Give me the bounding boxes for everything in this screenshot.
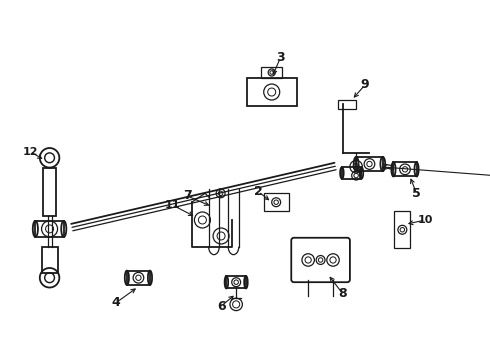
Text: 8: 8 [339,287,347,300]
Text: 3: 3 [276,51,285,64]
Bar [264,193,289,211]
Text: 4: 4 [112,296,121,309]
Bar [261,67,282,78]
Bar [339,100,356,109]
Text: 10: 10 [418,215,433,225]
Text: 6: 6 [217,300,225,313]
Bar [247,78,296,106]
Bar [127,271,150,285]
Bar [393,162,416,176]
Text: 7: 7 [183,189,192,202]
Text: 12: 12 [22,147,38,157]
Bar [394,211,410,248]
Bar [43,167,56,216]
Bar [35,221,64,237]
Bar [342,167,362,179]
Text: 9: 9 [361,78,369,91]
Bar [42,247,57,273]
Bar [226,276,246,288]
Text: 2: 2 [254,185,263,198]
Bar [356,157,383,171]
Text: 11: 11 [165,200,180,210]
Text: 5: 5 [412,187,421,200]
